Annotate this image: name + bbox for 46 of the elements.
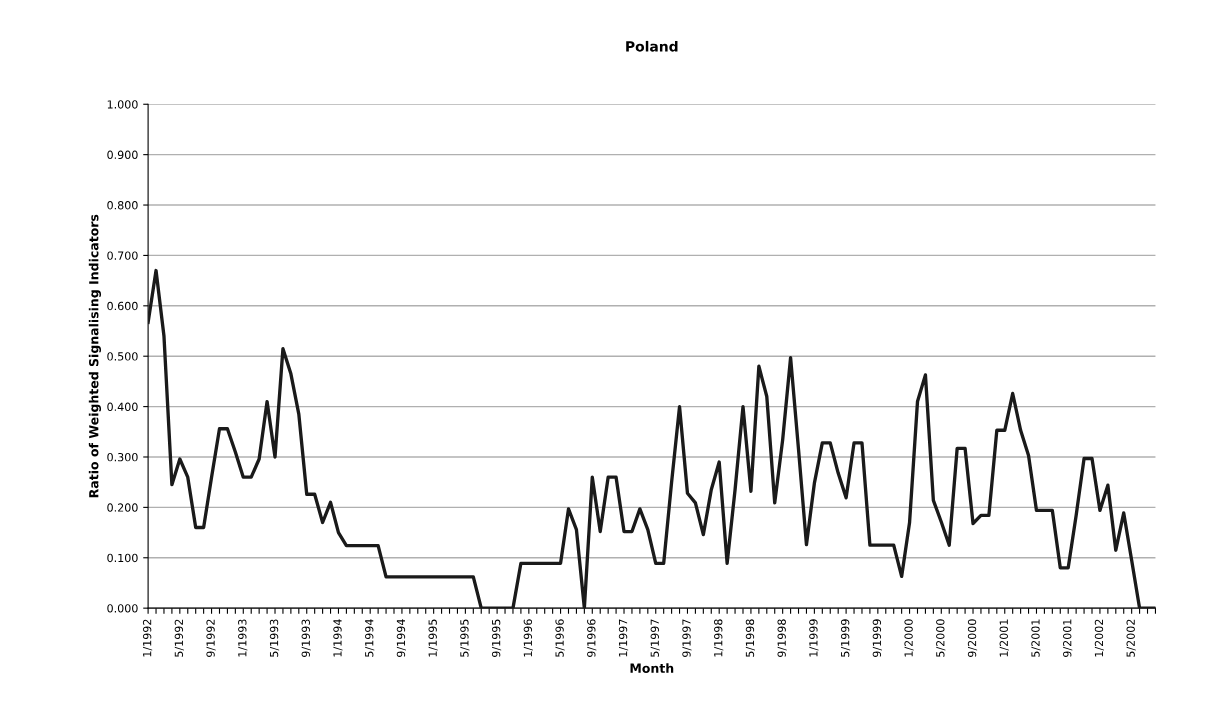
x-tick-label: 1/2000 [904,619,914,657]
x-tick-label: 9/1998 [777,619,787,657]
x-tick-label: 9/1996 [587,619,597,657]
x-tick-label: 5/1995 [460,619,470,657]
y-tick-label: 0.900 [107,150,138,160]
chart-title: Poland [626,40,678,52]
x-tick-label: 5/1998 [745,619,756,657]
y-axis-title: Ratio of Weighted Signalising Indicators [88,214,102,498]
x-tick-label: 1/1998 [714,619,724,657]
x-tick-label: 1/2002 [1094,619,1105,657]
y-tick-label: 0.700 [107,251,138,260]
x-tick-label: 5/2001 [1031,619,1041,657]
y-tick-label: 0.300 [107,452,138,462]
y-tick-label: 0.100 [107,553,138,563]
x-tick-label: 9/1994 [396,619,407,657]
x-tick-label: 9/1995 [491,619,502,657]
x-tick-label: 9/1997 [682,619,692,657]
x-tick-label: 5/1994 [365,619,375,657]
x-tick-label: 5/1999 [840,619,851,657]
x-tick-label: 1/1995 [428,619,438,657]
x-tick-label: 5/1992 [174,619,184,657]
x-tick-label: 1/1996 [523,619,533,657]
y-tick-label: 1.000 [107,100,138,109]
x-tick-label: 1/1999 [809,619,819,657]
x-tick-label: 9/2000 [967,619,978,657]
x-tick-label: 1/1994 [333,619,343,657]
x-tick-label: 1/1997 [618,619,629,657]
x-tick-label: 5/2000 [936,619,946,657]
x-tick-label: 5/1997 [650,619,660,657]
y-tick-label: 0.500 [107,352,138,361]
y-tick-label: 0.000 [107,604,138,613]
x-tick-label: 9/1992 [206,619,216,657]
x-tick-label: 1/1992 [142,619,153,657]
x-tick-label: 5/2002 [1126,619,1136,657]
x-tick-label: 5/1996 [555,619,565,657]
y-tick-label: 0.600 [107,301,138,311]
x-axis-title: Month [630,663,674,673]
y-tick-label: 0.400 [107,402,138,411]
x-tick-label: 1/1993 [238,619,248,657]
x-tick-label: 9/2001 [1063,619,1073,657]
x-tick-label: 9/1999 [872,619,882,657]
x-tick-label: 5/1993 [269,619,280,657]
x-tick-label: 9/1993 [301,619,311,657]
x-tick-label: 1/2001 [999,619,1009,657]
y-tick-label: 0.200 [107,503,138,512]
y-tick-label: 0.800 [107,201,138,210]
